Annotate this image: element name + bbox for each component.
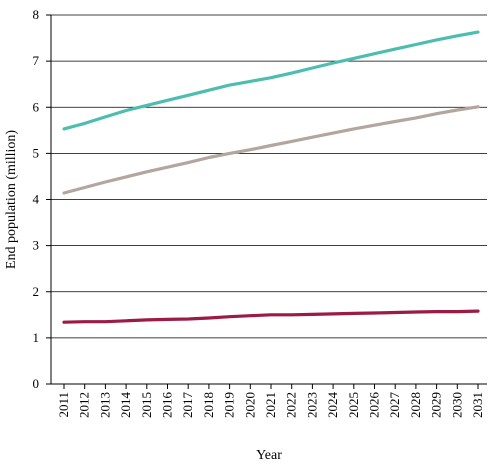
x-tick-label: 2014 xyxy=(118,392,133,419)
x-axis-title: Year xyxy=(256,448,282,463)
x-tick-label: 2030 xyxy=(449,392,464,418)
x-tick-label: 2018 xyxy=(201,392,216,418)
y-axis-ticks: 0 1 2 3 4 5 6 7 8 xyxy=(33,7,51,391)
y-tick-label: 3 xyxy=(33,238,40,253)
x-tick-label: 2016 xyxy=(160,392,175,419)
x-tick-label: 2023 xyxy=(304,392,319,418)
y-tick-label: 4 xyxy=(33,192,40,207)
x-tick-label: 2013 xyxy=(97,392,112,418)
x-tick-label: 2028 xyxy=(408,392,423,418)
x-tick-label: 2024 xyxy=(325,392,340,419)
x-tick-label: 2011 xyxy=(56,392,71,418)
y-tick-label: 6 xyxy=(33,99,40,114)
y-tick-label: 5 xyxy=(33,145,40,160)
x-tick-label: 2015 xyxy=(139,392,154,418)
x-tick-label: 2021 xyxy=(263,392,278,418)
x-tick-label: 2031 xyxy=(470,392,485,418)
x-tick-label: 2027 xyxy=(387,392,402,419)
series-line-1 xyxy=(62,30,480,131)
series-line-2 xyxy=(62,105,480,195)
y-tick-label: 7 xyxy=(33,53,40,68)
x-tick-label: 2026 xyxy=(367,392,382,419)
y-tick-label: 1 xyxy=(33,330,40,345)
x-tick-label: 2029 xyxy=(429,392,444,418)
x-tick-label: 2025 xyxy=(346,392,361,418)
x-tick-label: 2022 xyxy=(284,392,299,418)
series-line-3 xyxy=(62,309,480,324)
y-tick-label: 8 xyxy=(33,7,40,22)
x-axis-ticks: 2011 2012 2013 2014 2015 2016 2017 2018 2019 2020… xyxy=(56,384,485,418)
gridlines xyxy=(51,14,487,339)
x-tick-label: 2019 xyxy=(222,392,237,418)
x-tick-label: 2017 xyxy=(180,392,195,419)
y-tick-label: 2 xyxy=(33,284,40,299)
x-tick-label: 2020 xyxy=(242,392,257,418)
x-tick-label: 2012 xyxy=(77,392,92,418)
series-lines xyxy=(62,30,480,324)
y-tick-label: 0 xyxy=(33,376,40,391)
y-axis-title: End population (million) xyxy=(4,130,19,270)
